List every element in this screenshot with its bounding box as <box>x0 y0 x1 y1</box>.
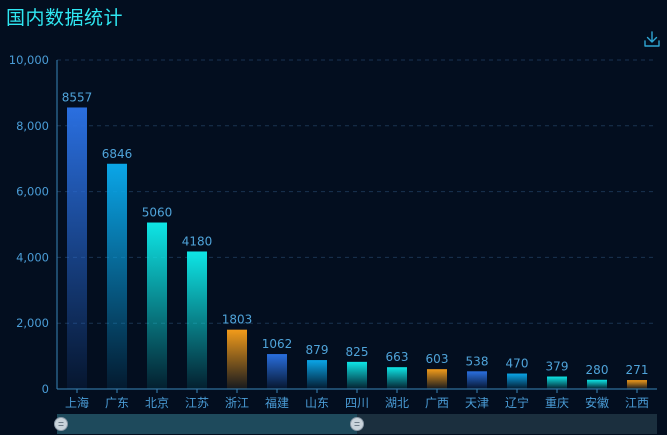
bar-value-label: 538 <box>466 354 489 368</box>
x-tick-label: 辽宁 <box>505 395 529 410</box>
bar-value-label: 663 <box>386 350 409 364</box>
x-tick-label: 浙江 <box>225 396 249 410</box>
x-axis: 上海 广东 北京 江苏 浙江 福建 山东 四川 湖北 广西 天津 辽宁 重庆 安徽 江西 <box>57 388 657 410</box>
slider-handle-end[interactable] <box>350 417 364 431</box>
bar-天津[interactable] <box>467 371 487 389</box>
bar-福建[interactable] <box>267 354 287 389</box>
bar-value-label: 5060 <box>142 206 173 220</box>
bar-广东[interactable] <box>107 163 127 389</box>
bar-value-label: 1803 <box>222 313 253 327</box>
bar-安徽[interactable] <box>587 379 607 389</box>
bar-湖北[interactable] <box>387 367 407 389</box>
bar-value-label: 271 <box>626 363 649 377</box>
value-labels: 8557 6846 5060 4180 1803 1062 879 825 663 603 538 4… <box>62 90 649 377</box>
bar-辽宁[interactable] <box>507 373 527 389</box>
bar-重庆[interactable] <box>547 376 567 389</box>
bar-江苏[interactable] <box>187 251 207 389</box>
bar-value-label: 879 <box>306 343 329 357</box>
x-tick-label: 广西 <box>425 396 449 410</box>
download-icon[interactable] <box>643 30 661 48</box>
bar-value-label: 280 <box>586 363 609 377</box>
bar-value-label: 825 <box>346 345 369 359</box>
bar-北京[interactable] <box>147 222 167 389</box>
x-tick-label: 福建 <box>265 395 289 410</box>
x-tick-label: 重庆 <box>545 396 569 410</box>
bar-value-label: 8557 <box>62 90 93 104</box>
bar-浙江[interactable] <box>227 329 247 389</box>
y-tick-label: 2,000 <box>16 316 49 330</box>
data-zoom-slider <box>54 414 657 434</box>
x-tick-label: 四川 <box>345 396 369 410</box>
x-tick-label: 广东 <box>105 396 129 410</box>
chart-title: 国内数据统计 <box>6 7 124 29</box>
x-tick-label: 天津 <box>465 396 489 410</box>
y-axis: 0 2,000 4,000 6,000 8,000 10,000 <box>9 53 58 396</box>
bar-上海[interactable] <box>67 107 87 389</box>
x-tick-label: 安徽 <box>585 395 609 410</box>
x-tick-label: 江苏 <box>185 396 209 410</box>
bar-value-label: 470 <box>506 357 529 371</box>
bar-value-label: 1062 <box>262 337 293 351</box>
y-tick-label: 4,000 <box>16 250 49 264</box>
y-tick-label: 10,000 <box>9 53 49 67</box>
bar-value-label: 4180 <box>182 234 213 248</box>
x-tick-label: 北京 <box>145 396 169 410</box>
bar-value-label: 6846 <box>102 147 133 161</box>
bar-江西[interactable] <box>627 380 647 389</box>
y-tick-label: 6,000 <box>16 185 49 199</box>
x-tick-label: 湖北 <box>385 395 409 410</box>
slider-selected-range[interactable] <box>57 414 357 434</box>
bar-value-label: 603 <box>426 352 449 366</box>
bar-value-label: 379 <box>546 360 569 374</box>
x-tick-label: 上海 <box>65 395 89 410</box>
bar-四川[interactable] <box>347 361 367 389</box>
x-tick-label: 山东 <box>305 396 329 410</box>
x-tick-label: 江西 <box>625 396 649 410</box>
y-tick-label: 0 <box>42 382 49 396</box>
bar-山东[interactable] <box>307 360 327 389</box>
y-tick-label: 8,000 <box>16 119 49 133</box>
bar-series <box>67 107 647 389</box>
slider-handle-start[interactable] <box>54 417 68 431</box>
bar-广西[interactable] <box>427 369 447 389</box>
